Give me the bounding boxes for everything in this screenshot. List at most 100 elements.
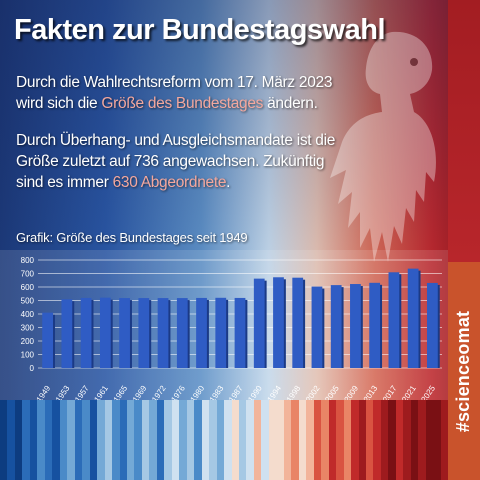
hashtag-banner: #scienceomat xyxy=(448,262,480,480)
x-tick-label: 2009 xyxy=(342,384,360,400)
stripe xyxy=(74,400,83,480)
x-tick-label: 1987 xyxy=(227,384,245,400)
stripe xyxy=(224,400,232,480)
x-tick-label: 1998 xyxy=(285,384,303,400)
stripe xyxy=(253,400,262,480)
stripe xyxy=(373,400,381,480)
stripe xyxy=(112,400,120,480)
bar-2017 xyxy=(388,272,400,368)
y-tick-label: 800 xyxy=(21,256,35,265)
x-tick-label: 2017 xyxy=(381,384,399,400)
stripe xyxy=(171,400,180,480)
bar-1994 xyxy=(273,277,284,368)
stripe xyxy=(126,400,135,480)
stripe xyxy=(44,400,53,480)
bar-1969 xyxy=(138,298,150,368)
stripe xyxy=(97,400,105,480)
intro-paragraph: Durch die Wahlrechtsreform vom 17. März … xyxy=(16,72,346,114)
y-axis-ticks: 0 100 200 300 400 500 600 700 800 xyxy=(21,256,35,373)
bar-1961 xyxy=(99,297,111,368)
stripe xyxy=(231,400,239,480)
stripe xyxy=(104,400,113,480)
stripe xyxy=(268,400,277,480)
bar-1949 xyxy=(42,312,54,368)
stripe xyxy=(425,400,434,480)
stripe xyxy=(283,400,292,480)
stripe xyxy=(440,400,449,480)
stripe xyxy=(328,400,337,480)
stripe xyxy=(306,400,314,480)
x-tick-label: 1990 xyxy=(246,384,264,400)
x-axis-ticks: 1949 1953 1957 1961 1965 1969 1972 1976 1980 1983… xyxy=(35,384,438,400)
stripe xyxy=(179,400,187,480)
stripe xyxy=(321,400,329,480)
x-tick-label: 1953 xyxy=(54,384,72,400)
detail-line-3-pre: sind es immer xyxy=(16,174,113,191)
stripe xyxy=(194,400,202,480)
x-tick-label: 1969 xyxy=(131,384,149,400)
stripe xyxy=(0,400,8,480)
stripe xyxy=(186,400,195,480)
stripe xyxy=(37,400,45,480)
stripe xyxy=(403,400,411,480)
stripe xyxy=(7,400,15,480)
stripe xyxy=(141,400,150,480)
stripe xyxy=(164,400,172,480)
stripe xyxy=(380,400,389,480)
bar-1987 xyxy=(234,297,246,368)
x-tick-label: 2005 xyxy=(323,384,341,400)
y-tick-label: 0 xyxy=(30,364,35,373)
intro-highlight: Größe des Bundestages xyxy=(101,95,264,112)
x-tick-label: 1965 xyxy=(112,384,130,400)
hashtag-label: #scienceomat xyxy=(453,310,474,432)
stripe xyxy=(395,400,404,480)
x-tick-label: 1983 xyxy=(208,384,226,400)
bar-2002 xyxy=(311,286,323,368)
stripe xyxy=(149,400,157,480)
bar-2021 xyxy=(407,268,419,368)
stripe xyxy=(22,400,30,480)
bar-1965 xyxy=(119,298,130,368)
stripe xyxy=(343,400,352,480)
stripe xyxy=(433,400,441,480)
bar-1983 xyxy=(215,297,227,368)
x-tick-label: 1994 xyxy=(266,384,284,400)
intro-line-2-post: ändern. xyxy=(263,95,318,112)
x-tick-label: 1972 xyxy=(150,384,168,400)
x-tick-label: 2002 xyxy=(304,384,322,400)
detail-line-3-post: . xyxy=(226,174,231,191)
side-color-bar xyxy=(448,0,480,262)
x-tick-label: 1961 xyxy=(92,384,110,400)
stripe xyxy=(358,400,366,480)
x-tick-label: 1976 xyxy=(169,384,187,400)
bar-1953 xyxy=(61,299,73,368)
y-tick-label: 600 xyxy=(21,283,35,292)
page-title: Fakten zur Bundestagswahl xyxy=(14,14,386,46)
warming-stripes xyxy=(0,400,449,480)
stripe xyxy=(365,400,374,480)
stripe xyxy=(29,400,38,480)
x-tick-label: 2021 xyxy=(400,384,418,400)
stripe xyxy=(410,400,419,480)
stripe xyxy=(276,400,284,480)
bar-1976 xyxy=(176,298,188,368)
x-tick-label: 1957 xyxy=(73,384,91,400)
stripe xyxy=(388,400,396,480)
bar-2013 xyxy=(369,282,381,368)
x-tick-label: 2013 xyxy=(362,384,380,400)
stripe xyxy=(209,400,217,480)
bar-1998 xyxy=(292,277,304,368)
bar-1990 xyxy=(253,278,265,368)
stripe xyxy=(134,400,142,480)
y-tick-label: 100 xyxy=(21,351,35,360)
x-tick-label: 1949 xyxy=(35,384,53,400)
y-tick-label: 300 xyxy=(21,324,35,333)
intro-line-1: Durch die Wahlrechtsreform vom 17. März … xyxy=(16,74,333,91)
federal-eagle-icon xyxy=(330,31,436,263)
stripe xyxy=(418,400,426,480)
stripe xyxy=(119,400,127,480)
intro-line-2-pre: wird sich die xyxy=(16,95,102,112)
stripe xyxy=(246,400,254,480)
y-tick-label: 200 xyxy=(21,337,35,346)
bar-1972 xyxy=(157,298,169,368)
